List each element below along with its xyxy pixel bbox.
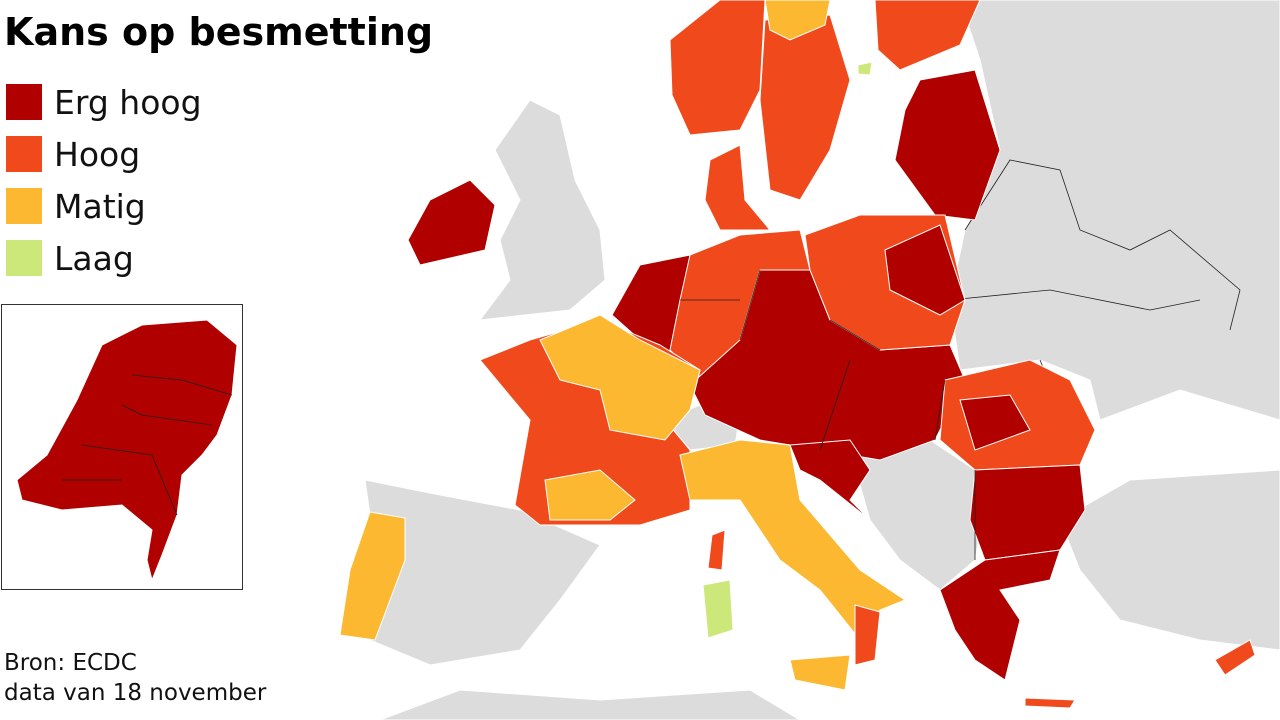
greece bbox=[939, 549, 1061, 681]
legend-label: Hoog bbox=[54, 134, 141, 174]
netherlands bbox=[16, 319, 238, 582]
balkans bbox=[849, 439, 991, 591]
baltics bbox=[894, 69, 1001, 221]
ireland bbox=[407, 179, 496, 266]
legend-swatch bbox=[6, 240, 42, 276]
netherlands-inset bbox=[1, 304, 243, 590]
turkey bbox=[1059, 469, 1280, 651]
poland-east bbox=[884, 224, 966, 316]
legend-swatch bbox=[6, 188, 42, 224]
norway bbox=[669, 0, 766, 136]
legend-label: Laag bbox=[54, 238, 134, 278]
sicily bbox=[789, 654, 851, 691]
bulgaria bbox=[969, 464, 1086, 561]
sweden-north bbox=[764, 0, 831, 41]
finland bbox=[874, 0, 981, 71]
province-borders bbox=[62, 374, 233, 516]
legend: Erg hoog Hoog Matig Laag bbox=[6, 76, 202, 284]
france-south bbox=[544, 469, 636, 521]
legend-item: Erg hoog bbox=[6, 76, 202, 128]
cyprus bbox=[1214, 639, 1256, 676]
sweden bbox=[759, 14, 851, 201]
aland bbox=[857, 61, 873, 76]
italy-south bbox=[854, 604, 881, 666]
croatia-slovenia bbox=[789, 439, 871, 521]
source-note: Bron: ECDC data van 18 november bbox=[4, 648, 266, 708]
uk bbox=[478, 99, 606, 321]
legend-item: Matig bbox=[6, 180, 202, 232]
legend-item: Laag bbox=[6, 232, 202, 284]
denmark bbox=[704, 144, 772, 231]
title: Kans op besmetting bbox=[4, 10, 434, 54]
legend-swatch bbox=[6, 136, 42, 172]
north-africa bbox=[379, 689, 801, 720]
legend-swatch bbox=[6, 84, 42, 120]
legend-label: Erg hoog bbox=[54, 82, 202, 122]
date-note: data van 18 november bbox=[4, 680, 267, 706]
sardinia bbox=[702, 579, 734, 639]
inset-map bbox=[16, 319, 238, 582]
legend-item: Hoog bbox=[6, 128, 202, 180]
portugal bbox=[339, 511, 406, 641]
corsica bbox=[707, 529, 726, 571]
source: Bron: ECDC bbox=[4, 650, 137, 676]
region-borders bbox=[680, 269, 976, 560]
romania-center bbox=[959, 394, 1031, 451]
france-yellow bbox=[539, 314, 701, 441]
legend-label: Matig bbox=[54, 186, 146, 226]
eastern-land bbox=[949, 0, 1280, 421]
crete bbox=[1024, 697, 1076, 709]
